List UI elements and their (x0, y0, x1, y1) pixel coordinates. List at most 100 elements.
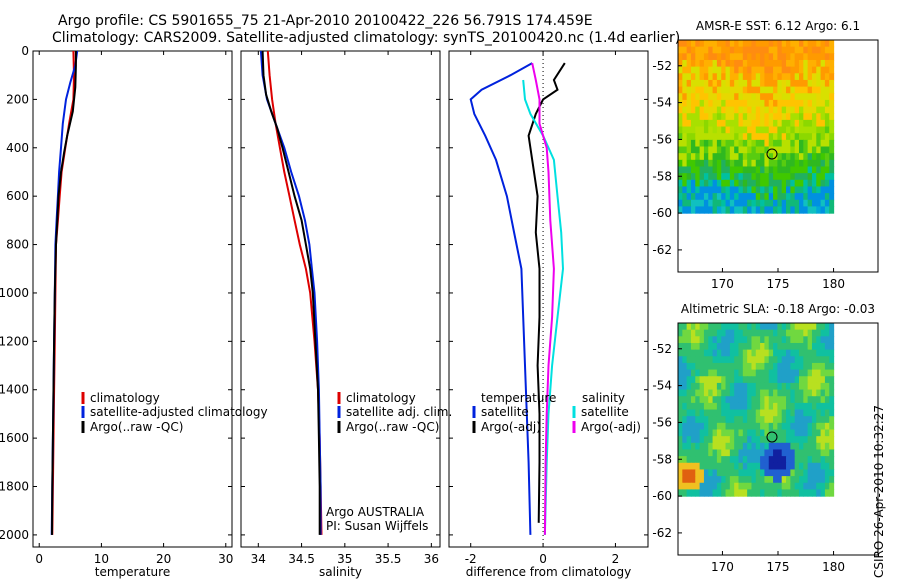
sla_map-cell (678, 429, 683, 437)
sla_map-cell (760, 382, 766, 391)
sla_map-cell (682, 489, 688, 497)
sla_map-cell (678, 489, 683, 497)
sla_map-cell (699, 442, 705, 451)
sst_map-cell (708, 153, 714, 161)
sst_map-cell (768, 206, 774, 214)
sla_map-cell (773, 402, 778, 411)
sst_map-cell (742, 193, 748, 201)
sla_map-cell (682, 456, 688, 464)
sla_map-cell (703, 469, 709, 477)
sst_map-cell (764, 166, 770, 174)
sst_map-cell (824, 79, 830, 88)
sla_map-cell (777, 369, 783, 377)
sla_map-cell (798, 409, 804, 417)
sst_map-cell (734, 153, 740, 161)
sla_map-cell (725, 382, 731, 391)
sla_map-cell (678, 369, 683, 377)
sst_map-cell (682, 146, 688, 154)
sla_map-cell (678, 456, 683, 464)
sla_map-cell (686, 376, 692, 384)
sla_map-cell (690, 369, 696, 377)
sst_map-cell (773, 193, 778, 201)
sla_map-cell (794, 462, 800, 471)
sla_map-cell (803, 382, 809, 391)
sst_map-cell (786, 93, 791, 101)
sla_map-cell (807, 362, 813, 371)
sst_map-cell (768, 133, 774, 141)
sst_map-cell (695, 59, 701, 68)
sst_map-cell (803, 59, 809, 68)
sst_map-cell (678, 153, 683, 161)
sla_map-cell (703, 342, 709, 351)
sst_map-cell (699, 159, 705, 168)
sst_map-cell (703, 46, 709, 54)
sst_map-cell (703, 40, 709, 48)
sst_map-cell (807, 46, 813, 54)
sst_map-cell (811, 179, 817, 188)
sst_map-cell (781, 159, 787, 168)
sst_map-cell (786, 113, 791, 121)
sla_map-cell (721, 396, 727, 404)
sla_map-cell (803, 329, 809, 337)
sla_map-cell (716, 382, 722, 391)
sst_map-cell (716, 86, 722, 94)
sla_map-cell (798, 342, 804, 351)
sst_map-cell (798, 159, 804, 168)
sst_map-cell (729, 193, 735, 201)
sla_map-cell (816, 409, 822, 417)
sla_map-cell (712, 402, 718, 411)
sst_map-cell (729, 139, 735, 148)
sst_map-cell (708, 40, 714, 48)
sla_map-cell (686, 323, 692, 331)
sla_map-cell (755, 382, 761, 391)
sla_map-cell (751, 422, 757, 431)
sst_map-cell (703, 173, 709, 181)
sst_map-cell (760, 99, 766, 108)
sla_map-cell (803, 323, 809, 331)
sst_map-cell (816, 40, 822, 48)
sla_map-cell (686, 336, 692, 344)
sla_map-cell (712, 356, 718, 364)
sla_map-cell (755, 462, 761, 471)
sst_map-cell (768, 93, 774, 101)
sla_map-cell (798, 396, 804, 404)
sst_map-cell (682, 193, 688, 201)
sst_map-cell (781, 153, 787, 161)
sla_map-cell (807, 416, 813, 424)
sla_map-cell (682, 476, 688, 484)
sst_map-cell (721, 79, 727, 88)
sst_map-cell (764, 79, 770, 88)
sla_map-cell (734, 442, 740, 451)
sla_map-cell (755, 489, 761, 497)
sst_map-cell (798, 146, 804, 154)
sst_map-cell (790, 66, 796, 74)
sst_map-cell (708, 139, 714, 148)
sla_map-cell (751, 329, 757, 337)
sla_map-cell (803, 362, 809, 371)
sst_map-cell (829, 113, 835, 121)
sst_map-cell (807, 73, 813, 81)
sla_map-cell (716, 442, 722, 451)
difference-series-black (527, 62, 566, 523)
sst_map-cell (699, 99, 705, 108)
sla_map-cell (729, 376, 735, 384)
sst_map-cell (816, 153, 822, 161)
salinity-xtick-label: 36 (424, 552, 439, 566)
sla_map-cell (699, 362, 705, 371)
sla_map-cell (811, 482, 817, 491)
sst_map-cell (708, 73, 714, 81)
sst_map-cell (768, 153, 774, 161)
sla_map-cell (699, 342, 705, 351)
sst_map-cell (790, 79, 796, 88)
sla_map-cell (755, 409, 761, 417)
sst_map-cell (786, 206, 791, 214)
temperature-ytick-label: 0 (21, 44, 29, 58)
sst_map-cell (794, 79, 800, 88)
sla_map-cell (690, 409, 696, 417)
sla_map-cell (708, 396, 714, 404)
sst_map-cell (790, 159, 796, 168)
sst_map-cell (703, 113, 709, 121)
sla_map-cell (682, 396, 688, 404)
sla_map-cell (678, 436, 683, 444)
sla_map-cell (803, 456, 809, 464)
